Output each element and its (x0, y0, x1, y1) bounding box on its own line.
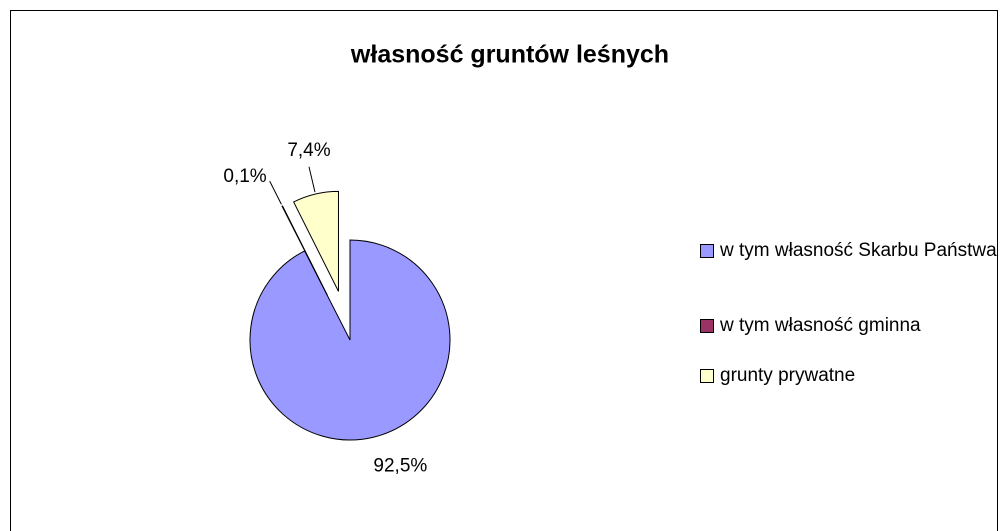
leader-line (269, 180, 282, 205)
legend-swatch (700, 319, 714, 333)
legend-entry: grunty prywatne (700, 363, 1000, 388)
legend-label: grunty prywatne (720, 365, 856, 386)
frame (10, 10, 998, 531)
legend-swatch (700, 244, 714, 258)
leader-line (308, 166, 316, 193)
data-label: 0,1% (223, 166, 266, 187)
pie-slice (249, 239, 451, 441)
legend-swatch (700, 369, 714, 383)
pie-slice (292, 190, 339, 292)
legend-label: w tym własność Skarbu Państwa (720, 240, 997, 261)
chart-title: własność gruntów leśnych (350, 41, 669, 69)
data-label: 92,5% (373, 455, 427, 476)
legend-label: w tym własność gminna (720, 315, 921, 336)
pie-slice (281, 205, 328, 296)
legend-entry: w tym własność Skarbu Państwa (700, 238, 1000, 263)
legend-entry: w tym własność gminna (700, 313, 1000, 338)
data-label: 7,4% (287, 140, 330, 161)
